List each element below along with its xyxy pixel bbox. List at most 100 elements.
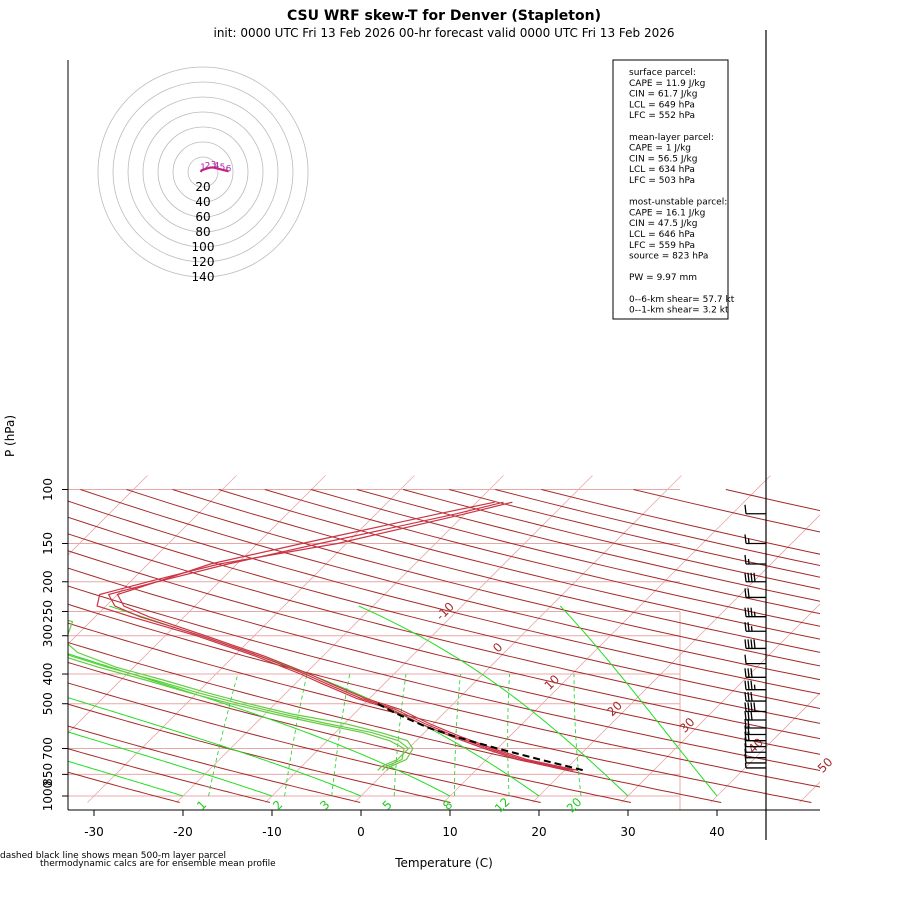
isotherm-line: [443, 475, 771, 803]
wind-barb-half: [753, 684, 756, 690]
wind-barb-full: [750, 710, 753, 721]
wind-barb-full: [747, 691, 750, 702]
pressure-tick-label: 250: [41, 600, 55, 623]
dewpoint-line: [68, 657, 405, 771]
moist-adiabat-line: [68, 731, 273, 797]
isotherm-label: 0: [490, 640, 505, 655]
dry-adiabat-line: [68, 748, 271, 803]
dry-adiabat-line: [126, 489, 820, 667]
wind-barb-full: [750, 702, 753, 712]
temperature-profiles: [96, 501, 579, 771]
wind-barb-full: [744, 622, 747, 632]
wind-barb-full: [744, 753, 747, 763]
isotherm-line: [354, 475, 682, 803]
pressure-tick-label: 200: [41, 570, 55, 593]
wind-barb-half: [747, 538, 750, 544]
dry-adiabat-line: [68, 703, 451, 803]
wind-barb-full: [744, 504, 747, 514]
mixing-ratio-label: 8: [440, 798, 455, 813]
wind-barb-half: [753, 611, 756, 617]
isotherm-line: [68, 475, 148, 556]
hodograph-height-label: 2: [205, 161, 211, 171]
pressure-tick-label: 700: [41, 737, 55, 760]
mixing-ratio-label: 5: [380, 798, 395, 813]
dry-adiabat-line: [68, 500, 820, 695]
wind-barb-full: [750, 607, 753, 617]
info-box-line: surface parcel:: [629, 68, 696, 78]
hodograph-ring: [187, 156, 219, 188]
wind-barb-full: [750, 572, 753, 582]
hodograph-ring-label: 20: [195, 180, 210, 194]
wind-barbs: [744, 504, 766, 769]
wind-barb-full: [747, 572, 750, 582]
pressure-tick-label: 300: [41, 624, 55, 647]
wind-barb-full: [747, 725, 750, 735]
info-box-frame: [612, 59, 729, 320]
info-box-line: PW = 9.97 mm: [629, 273, 697, 283]
wind-barb-full: [750, 680, 753, 690]
temperature-tick-label: 20: [531, 825, 546, 839]
hodograph-ring-label: 120: [192, 255, 215, 269]
wind-barb-full: [744, 680, 747, 690]
hodograph-height-label: 5: [220, 163, 226, 173]
dry-adiabat-line: [68, 725, 361, 803]
temperature-tick-label: 0: [357, 825, 365, 839]
isotherm-label: 20: [604, 698, 625, 719]
hodograph-height-label: 1: [200, 163, 206, 173]
info-box-line: LCL = 634 hPa: [629, 165, 695, 175]
footnote-calcs: thermodynamic calcs are for ensemble mea…: [40, 859, 276, 869]
chart-title: CSU WRF skew-T for Denver (Stapleton): [287, 8, 601, 24]
wind-barb-full: [744, 731, 747, 741]
wind-barb-full: [747, 668, 750, 678]
info-box-line: LFC = 559 hPa: [629, 241, 695, 251]
isobar-lines: [68, 489, 681, 810]
wind-barb-full: [744, 607, 747, 617]
hodograph-ring: [142, 111, 264, 233]
wind-barb-full: [747, 588, 750, 598]
hodograph-ring: [97, 66, 309, 278]
dry-adiabat-line: [68, 641, 722, 803]
info-box-line: CAPE = 16.1 J/kg: [629, 208, 705, 218]
temperature-tick-label: 30: [620, 825, 635, 839]
dry-adiabat-line: [633, 489, 820, 533]
info-box-line: CIN = 61.7 J/kg: [629, 90, 697, 100]
isotherm-line: [265, 475, 593, 803]
wind-barb-full: [744, 639, 747, 649]
wind-barb-full: [744, 588, 747, 598]
hodograph-ring: [172, 141, 234, 203]
pressure-tick-label: 150: [41, 532, 55, 555]
hodograph-ring-label: 100: [192, 240, 215, 254]
info-box-line: CAPE = 11.9 J/kg: [629, 79, 705, 89]
mixing-ratio-line: [573, 674, 582, 797]
moist-adiabat-lines: [68, 605, 718, 797]
info-box-line: mean-layer parcel:: [629, 133, 714, 143]
dry-adiabat-line: [68, 622, 812, 803]
temperature-ticks: -30 -20 -10 0 10 20 30 40: [84, 810, 725, 839]
dry-adiabat-line: [68, 771, 180, 803]
wind-barb-full: [744, 654, 747, 664]
wind-barb-full: [744, 710, 747, 721]
temperature-line: [107, 501, 574, 771]
wind-barb-full: [744, 554, 747, 565]
mixing-ratio-line: [208, 673, 239, 797]
moist-adiabat-line: [358, 605, 629, 797]
wind-barb-full: [747, 718, 750, 729]
mixing-ratio-label: 1: [194, 798, 209, 813]
hodograph-ring-label: 40: [195, 195, 210, 209]
pressure-tick-label: 850: [41, 763, 55, 786]
dry-adiabat-line: [68, 516, 820, 709]
wind-barb-half: [750, 626, 753, 632]
temperature-tick-label: 10: [442, 825, 457, 839]
pressure-tick-label: 1000: [41, 781, 55, 812]
wind-barb-full: [753, 639, 756, 649]
footnote-parcel: dashed black line shows mean 500-m layer…: [0, 851, 226, 861]
hodograph-ring: [127, 96, 279, 248]
isotherm-line: [621, 603, 820, 803]
wind-barb-full: [744, 572, 747, 582]
wind-barb-full: [744, 702, 747, 712]
info-box-line: CIN = 47.5 J/kg: [629, 219, 697, 229]
info-box-line: 0--6-km shear= 57.7 kt: [629, 295, 735, 305]
dry-adiabat-line: [68, 567, 820, 755]
